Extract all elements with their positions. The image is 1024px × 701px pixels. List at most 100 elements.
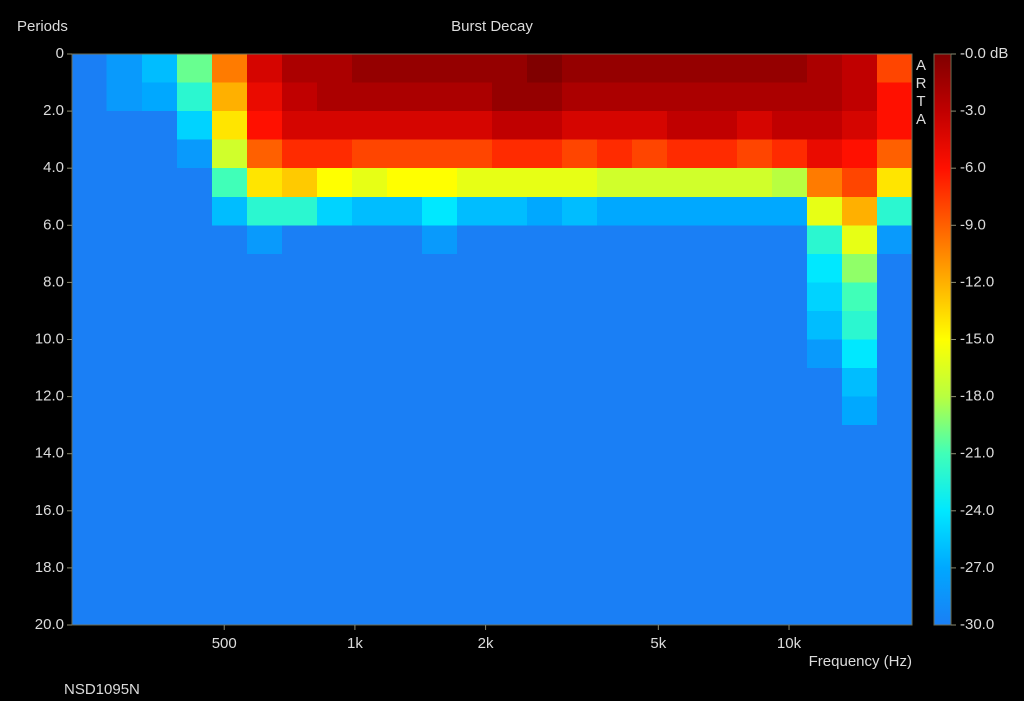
heatmap-cell bbox=[702, 396, 738, 426]
heatmap-cell bbox=[106, 453, 143, 626]
y-tick-label: 8.0 bbox=[43, 273, 64, 290]
heatmap-cell bbox=[352, 453, 388, 626]
heatmap-cell bbox=[842, 368, 878, 398]
heatmap-cell bbox=[457, 453, 493, 626]
heatmap-cell bbox=[632, 253, 668, 283]
heatmap-cell bbox=[352, 368, 388, 398]
heatmap-cell bbox=[772, 196, 808, 226]
heatmap-cell bbox=[106, 111, 143, 141]
heatmap-cell bbox=[737, 339, 773, 369]
heatmap-cell bbox=[807, 111, 843, 141]
heatmap-cell bbox=[807, 54, 843, 84]
heatmap-cell bbox=[176, 225, 213, 255]
heatmap-cell bbox=[527, 368, 563, 398]
heatmap-cell bbox=[597, 111, 633, 141]
heatmap-cell bbox=[807, 425, 843, 455]
heatmap-cell bbox=[597, 310, 633, 341]
heatmap-cell bbox=[72, 396, 108, 426]
y-tick-label: 16.0 bbox=[35, 502, 64, 519]
heatmap-cell bbox=[667, 253, 703, 283]
heatmap-cell bbox=[72, 196, 108, 226]
heatmap-cell bbox=[72, 368, 108, 398]
heatmap-cell bbox=[212, 196, 248, 226]
heatmap-cell bbox=[842, 139, 878, 169]
colorbar-tick-label: -0.0 dB bbox=[960, 45, 1008, 62]
heatmap-cell bbox=[807, 253, 843, 283]
heatmap-cell bbox=[492, 225, 528, 255]
heatmap-cell bbox=[562, 82, 598, 112]
heatmap-cell bbox=[877, 310, 913, 341]
heatmap-cell bbox=[842, 225, 878, 255]
heatmap-cell bbox=[527, 253, 563, 283]
heatmap-cell bbox=[667, 139, 703, 169]
heatmap-cell bbox=[667, 54, 703, 84]
heatmap-cell bbox=[492, 339, 528, 369]
heatmap-cell bbox=[842, 196, 878, 226]
colorbar-tick-label: -3.0 bbox=[960, 102, 986, 119]
heatmap-cell bbox=[632, 368, 668, 398]
heatmap-cell bbox=[387, 253, 423, 283]
heatmap-cell bbox=[176, 310, 213, 341]
heatmap-cell bbox=[106, 425, 143, 455]
heatmap-cell bbox=[106, 168, 143, 198]
heatmap-cell bbox=[141, 54, 178, 84]
heatmap-cell bbox=[877, 196, 913, 226]
heatmap-cell bbox=[877, 368, 913, 398]
heatmap-cell bbox=[106, 310, 143, 341]
heatmap-cell bbox=[877, 339, 913, 369]
heatmap-cell bbox=[457, 82, 493, 112]
heatmap-cell bbox=[422, 425, 458, 455]
heatmap-cell bbox=[281, 396, 318, 426]
heatmap-cell bbox=[281, 253, 318, 283]
x-tick-label: 10k bbox=[777, 635, 802, 652]
heatmap-cell bbox=[772, 54, 808, 84]
heatmap-cell bbox=[667, 196, 703, 226]
heatmap-cell bbox=[72, 82, 108, 112]
heatmap-cell bbox=[457, 339, 493, 369]
heatmap-cell bbox=[667, 425, 703, 455]
heatmap-cell bbox=[457, 196, 493, 226]
heatmap-cell bbox=[317, 111, 353, 141]
heatmap-cell bbox=[807, 453, 843, 626]
heatmap-cell bbox=[387, 82, 423, 112]
heatmap-cell bbox=[176, 253, 213, 283]
heatmap-cell bbox=[737, 111, 773, 141]
heatmap-cell bbox=[842, 253, 878, 283]
heatmap-cell bbox=[842, 54, 878, 84]
heatmap-cell bbox=[702, 225, 738, 255]
heatmap-cell bbox=[877, 168, 913, 198]
heatmap-cell bbox=[72, 139, 108, 169]
heatmap-cell bbox=[737, 368, 773, 398]
heatmap-cell bbox=[106, 253, 143, 283]
heatmap-cell bbox=[176, 168, 213, 198]
heatmap-cell bbox=[317, 168, 353, 198]
heatmap-cell bbox=[352, 54, 388, 84]
heatmap-cell bbox=[246, 196, 283, 226]
heatmap-cell bbox=[527, 111, 563, 141]
heatmap-cell bbox=[422, 82, 458, 112]
heatmap-cell bbox=[492, 111, 528, 141]
heatmap-cell bbox=[842, 111, 878, 141]
heatmap-cell bbox=[667, 225, 703, 255]
heatmap-cell bbox=[737, 196, 773, 226]
heatmap-cell bbox=[141, 396, 178, 426]
colorbar-tick-label: -21.0 bbox=[960, 445, 994, 462]
heatmap-cell bbox=[702, 82, 738, 112]
heatmap-cell bbox=[702, 253, 738, 283]
heatmap-cell bbox=[562, 225, 598, 255]
heatmap-cell bbox=[597, 368, 633, 398]
heatmap-cell bbox=[807, 139, 843, 169]
heatmap-cell bbox=[176, 54, 213, 84]
heatmap-cell bbox=[527, 282, 563, 312]
heatmap-cell bbox=[842, 396, 878, 426]
heatmap-cell bbox=[597, 82, 633, 112]
heatmap-cell bbox=[737, 168, 773, 198]
heatmap-cell bbox=[106, 82, 143, 112]
heatmap-cell bbox=[597, 253, 633, 283]
heatmap-cell bbox=[562, 54, 598, 84]
heatmap-cell bbox=[246, 139, 283, 169]
heatmap-cell bbox=[387, 139, 423, 169]
heatmap-cell bbox=[702, 368, 738, 398]
heatmap-cell bbox=[387, 425, 423, 455]
heatmap-cell bbox=[632, 82, 668, 112]
